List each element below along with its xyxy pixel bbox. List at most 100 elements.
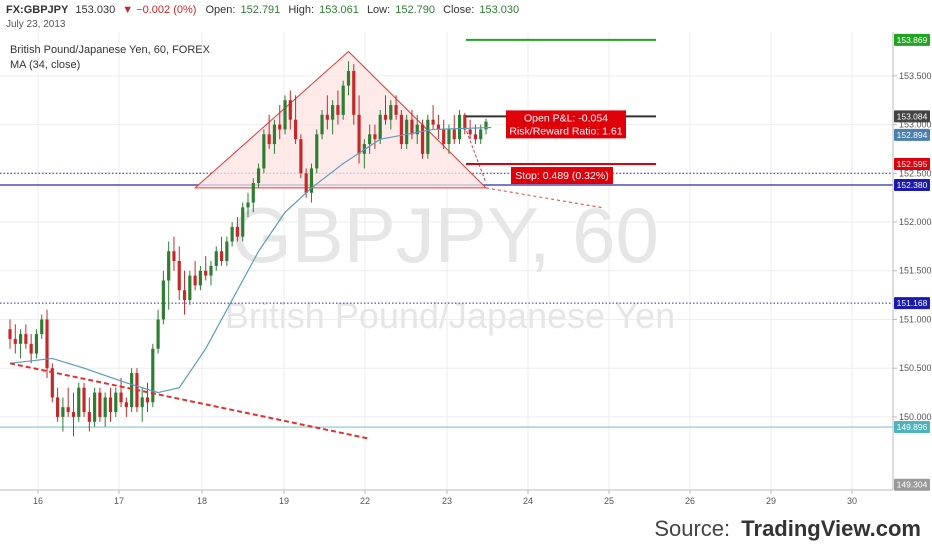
price-tick-label: 150.500 <box>899 363 932 373</box>
watermark-name: British Pound/Japanese Yen <box>225 295 675 336</box>
candle <box>389 100 393 130</box>
candle <box>315 129 319 174</box>
time-tick-label: 30 <box>847 496 857 506</box>
candle <box>331 100 335 135</box>
candle-body <box>108 397 113 413</box>
candle-body <box>66 407 70 413</box>
candle-body <box>198 270 202 286</box>
watermark-symbol: GBPJPY, 60 <box>231 191 659 279</box>
candle <box>352 64 356 125</box>
candle-body <box>283 100 287 130</box>
candle <box>103 392 107 427</box>
candle <box>457 109 462 145</box>
candle-body <box>82 387 86 413</box>
candle-body <box>214 251 218 266</box>
candle <box>452 114 456 145</box>
time-axis[interactable]: 16 17 18 19 22 23 24 25 26 29 30 <box>33 490 857 506</box>
price-tick-label: 152.000 <box>899 217 932 227</box>
candle <box>256 163 261 188</box>
time-tick-label: 25 <box>604 496 614 506</box>
time-tick-label: 22 <box>360 496 370 506</box>
candle-body <box>399 114 403 145</box>
candle <box>230 222 234 247</box>
last-price: 153.030 <box>75 4 115 16</box>
price-label-text: 151.168 <box>897 298 928 308</box>
candle <box>114 387 118 417</box>
candle-body <box>468 129 472 135</box>
candle <box>463 112 467 135</box>
candle <box>299 134 303 179</box>
legend-ma[interactable]: MA (34, close) <box>10 59 80 71</box>
candle-body <box>34 334 39 354</box>
price-axis[interactable]: 153.500 153.000 152.500 152.000 151.500 151.0… <box>893 71 932 422</box>
candle-body <box>341 85 345 115</box>
close-value: 153.030 <box>479 4 519 16</box>
candle <box>373 124 377 149</box>
candle-body <box>77 387 81 417</box>
candle-body <box>204 270 208 276</box>
time-tick-label: 17 <box>114 496 124 506</box>
time-tick-label: 24 <box>523 496 533 506</box>
candle <box>426 114 430 159</box>
candle <box>357 95 361 164</box>
candle <box>119 377 123 408</box>
high-value: 153.061 <box>319 4 359 16</box>
moving-average-series <box>9 126 492 394</box>
candle <box>235 217 240 242</box>
symbol-label[interactable]: FX:GBPJPY <box>6 4 69 16</box>
candle <box>341 80 345 120</box>
triangle-projection <box>464 126 487 184</box>
candle-body <box>124 402 128 408</box>
candle <box>98 387 102 422</box>
candle <box>468 119 472 140</box>
candle <box>431 105 435 130</box>
candle-body <box>241 207 245 237</box>
candle <box>167 241 171 310</box>
pnl-box <box>506 110 626 139</box>
candle <box>34 329 39 359</box>
candle <box>204 256 208 281</box>
candle <box>283 95 287 135</box>
candle <box>420 119 425 159</box>
candle <box>198 265 202 291</box>
candle <box>410 109 414 140</box>
candle-body <box>13 338 17 344</box>
candle-body <box>315 134 319 169</box>
candle <box>383 95 388 125</box>
candle <box>267 114 271 149</box>
candle-body <box>383 114 388 120</box>
candle-body <box>405 119 409 145</box>
candle-body <box>98 392 102 417</box>
candle-body <box>140 397 144 408</box>
price-label-text: 152.380 <box>897 180 928 190</box>
price-label-box <box>894 178 930 191</box>
candle-body <box>119 392 123 403</box>
candle <box>140 387 144 422</box>
price-tick-label: 150.000 <box>899 412 932 422</box>
candle-body <box>415 124 419 135</box>
candle <box>18 329 23 359</box>
candle <box>246 192 250 218</box>
candle-body <box>40 319 44 335</box>
candle <box>13 324 17 354</box>
candle-body <box>352 70 356 115</box>
candle-body <box>151 348 155 403</box>
triangle-projection <box>485 187 605 209</box>
candle-body <box>29 343 33 354</box>
candle <box>66 387 70 417</box>
candle-body <box>442 129 446 145</box>
candle-body <box>410 119 414 135</box>
candle-body <box>479 129 483 140</box>
open-label: Open: <box>206 4 236 16</box>
candle-body <box>426 119 430 154</box>
candle <box>394 95 398 120</box>
candle-body <box>309 168 314 193</box>
high-label: High: <box>288 4 314 16</box>
candle <box>24 324 28 349</box>
candle-body <box>304 173 308 193</box>
candle-body <box>246 202 250 208</box>
downtrend-dashed-line[interactable] <box>9 362 368 440</box>
downtrend-line[interactable] <box>9 362 368 440</box>
